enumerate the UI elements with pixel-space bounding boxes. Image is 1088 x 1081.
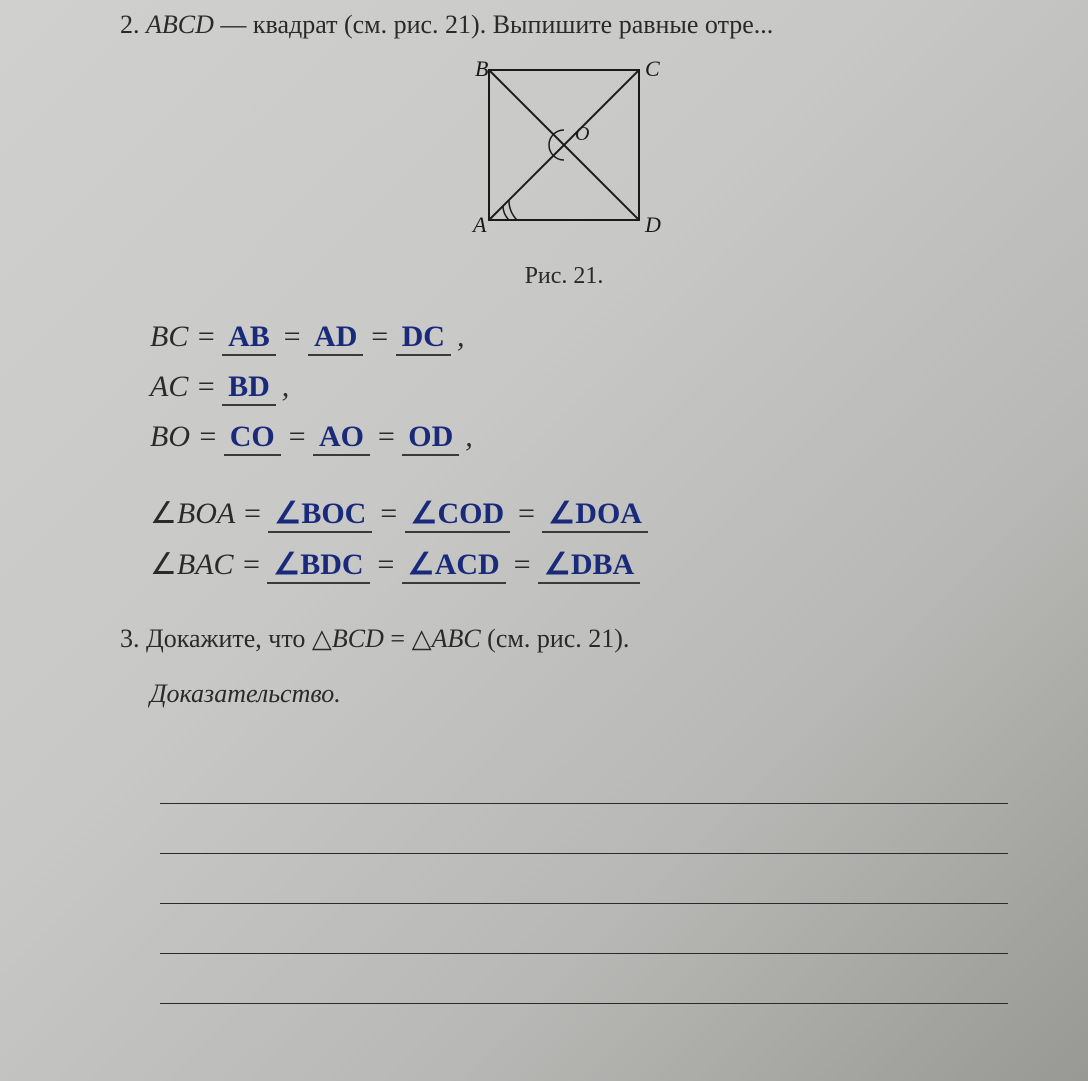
- eq-op: =: [376, 420, 396, 454]
- eq-op: =: [369, 320, 389, 354]
- eq-fill: AB: [222, 320, 276, 356]
- problem-number: 2.: [120, 10, 140, 39]
- ruled-line: [160, 854, 1008, 904]
- problem-subject: ABCD: [146, 10, 214, 39]
- problem-suffix: (см. рис. 21).: [481, 624, 630, 653]
- triangle-symbol: △: [312, 624, 332, 653]
- eq-fill: ∠ACD: [402, 547, 506, 584]
- eq-lhs: BO =: [150, 420, 218, 454]
- eq-op: =: [378, 497, 398, 531]
- equation-bc: BC = AB = AD = DC ,: [150, 320, 1008, 356]
- problem-body: квадрат (см. рис. 21). Выпишите равные о…: [253, 10, 773, 39]
- eq-fill: AO: [313, 420, 370, 456]
- equation-angle-boa: ∠ BOA = ∠BOC = ∠COD = ∠DOA: [150, 496, 1008, 533]
- eq-op: =: [512, 548, 532, 582]
- eq-fill: ∠COD: [405, 496, 511, 533]
- svg-text:B: B: [475, 56, 488, 81]
- svg-text:C: C: [645, 56, 660, 81]
- triangle-label: ABC: [432, 624, 481, 653]
- eq-suffix: ,: [282, 370, 290, 404]
- triangle-symbol: △: [412, 624, 432, 653]
- eq-fill: OD: [402, 420, 459, 456]
- eq-suffix: ,: [465, 420, 473, 454]
- eq-op: =: [516, 497, 536, 531]
- eq-lhs: BC =: [150, 320, 216, 354]
- triangle-label: BCD: [332, 624, 384, 653]
- equation-bo: BO = CO = AO = OD ,: [150, 420, 1008, 456]
- angle-symbol: ∠: [150, 547, 177, 582]
- eq-fill: ∠DBA: [538, 547, 640, 584]
- equations-block: BC = AB = AD = DC , AC = BD , BO = CO = …: [150, 320, 1008, 584]
- ruled-line: [160, 954, 1008, 1004]
- eq-fill: BD: [222, 370, 276, 406]
- worksheet-page: 2. ABCD — квадрат (см. рис. 21). Выпишит…: [0, 0, 1088, 1081]
- problem-2-header: 2. ABCD — квадрат (см. рис. 21). Выпишит…: [120, 10, 1008, 40]
- figure-21-svg: B C A D O: [444, 50, 684, 250]
- eq-fill: AD: [308, 320, 363, 356]
- eq-op: =: [384, 624, 412, 653]
- equation-ac: AC = BD ,: [150, 370, 1008, 406]
- problem-dash: —: [214, 10, 253, 39]
- eq-lhs: BOA =: [177, 497, 263, 531]
- eq-fill: ∠BOC: [268, 496, 372, 533]
- eq-fill: ∠BDC: [267, 547, 369, 584]
- figure-caption: Рис. 21.: [120, 263, 1008, 290]
- eq-fill: CO: [224, 420, 281, 456]
- problem-3-header: 3. Докажите, что △BCD = △ABC (см. рис. 2…: [120, 624, 1008, 654]
- eq-op: =: [376, 548, 396, 582]
- eq-lhs: BAC =: [177, 548, 261, 582]
- figure-21-container: B C A D O Рис. 21.: [120, 50, 1008, 290]
- eq-fill: DC: [396, 320, 451, 356]
- proof-ruled-lines: [160, 754, 1008, 1004]
- eq-op: =: [287, 420, 307, 454]
- equation-angle-bac: ∠ BAC = ∠BDC = ∠ACD = ∠DBA: [150, 547, 1008, 584]
- ruled-line: [160, 804, 1008, 854]
- problem-number: 3.: [120, 624, 140, 653]
- eq-fill: ∠DOA: [542, 496, 648, 533]
- eq-lhs: AC =: [150, 370, 216, 404]
- proof-label: Доказательство.: [150, 679, 1008, 709]
- ruled-line: [160, 754, 1008, 804]
- eq-suffix: ,: [457, 320, 465, 354]
- svg-text:D: D: [644, 212, 661, 237]
- eq-op: =: [282, 320, 302, 354]
- svg-text:A: A: [471, 212, 487, 237]
- ruled-line: [160, 904, 1008, 954]
- angle-symbol: ∠: [150, 496, 177, 531]
- svg-text:O: O: [575, 123, 589, 145]
- problem-prefix: Докажите, что: [140, 624, 312, 653]
